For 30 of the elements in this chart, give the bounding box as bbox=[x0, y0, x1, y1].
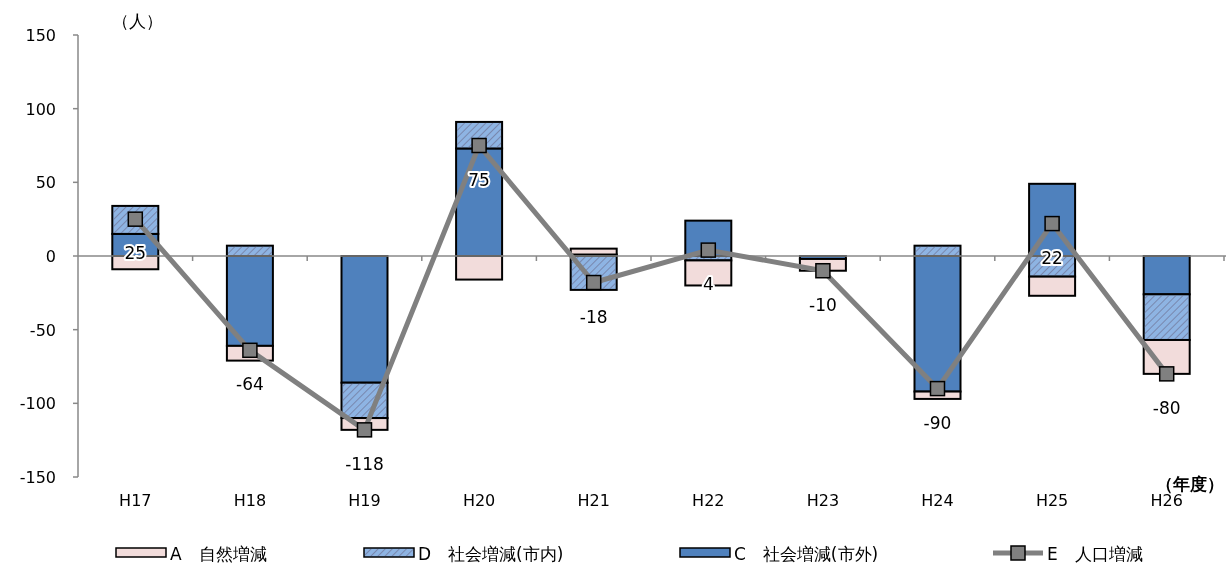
y-tick-label: -50 bbox=[29, 320, 56, 340]
x-tick-label: H22 bbox=[692, 491, 725, 510]
data-label: -18 bbox=[579, 306, 608, 327]
y-tick-label: -100 bbox=[19, 394, 56, 414]
y-axis-title: （人） bbox=[112, 11, 163, 31]
x-tick-label: H18 bbox=[233, 491, 267, 510]
data-label: -90 bbox=[923, 412, 952, 433]
x-tick-label: H17 bbox=[119, 491, 152, 510]
data-label: -80 bbox=[1152, 397, 1181, 418]
data-label: -64 bbox=[236, 374, 264, 395]
y-tick-label: -150 bbox=[19, 468, 56, 487]
x-tick-label: H24 bbox=[921, 491, 954, 510]
y-tick-label: 100 bbox=[25, 99, 56, 119]
x-axis-title: （年度） bbox=[1156, 474, 1224, 494]
x-tick-label: H20 bbox=[462, 491, 496, 510]
legend-label: A 自然増減 bbox=[170, 544, 267, 564]
x-tick-label: H19 bbox=[348, 491, 381, 510]
y-tick-label: 50 bbox=[35, 173, 56, 193]
x-tick-label: H23 bbox=[806, 491, 840, 510]
x-tick-label: H25 bbox=[1035, 491, 1069, 510]
legend-label: D 社会増減(市内) bbox=[418, 544, 564, 564]
data-label: 22 bbox=[1041, 247, 1063, 268]
y-tick-label: 0 bbox=[45, 247, 56, 266]
y-tick-label: 150 bbox=[25, 26, 56, 45]
data-label: -118 bbox=[345, 453, 384, 474]
x-tick-label: H21 bbox=[577, 491, 610, 510]
legend-label: E 人口増減 bbox=[1047, 544, 1143, 564]
legend-label: C 社会増減(市外) bbox=[734, 544, 879, 564]
data-label: -10 bbox=[809, 294, 837, 315]
data-label: 75 bbox=[468, 169, 490, 190]
